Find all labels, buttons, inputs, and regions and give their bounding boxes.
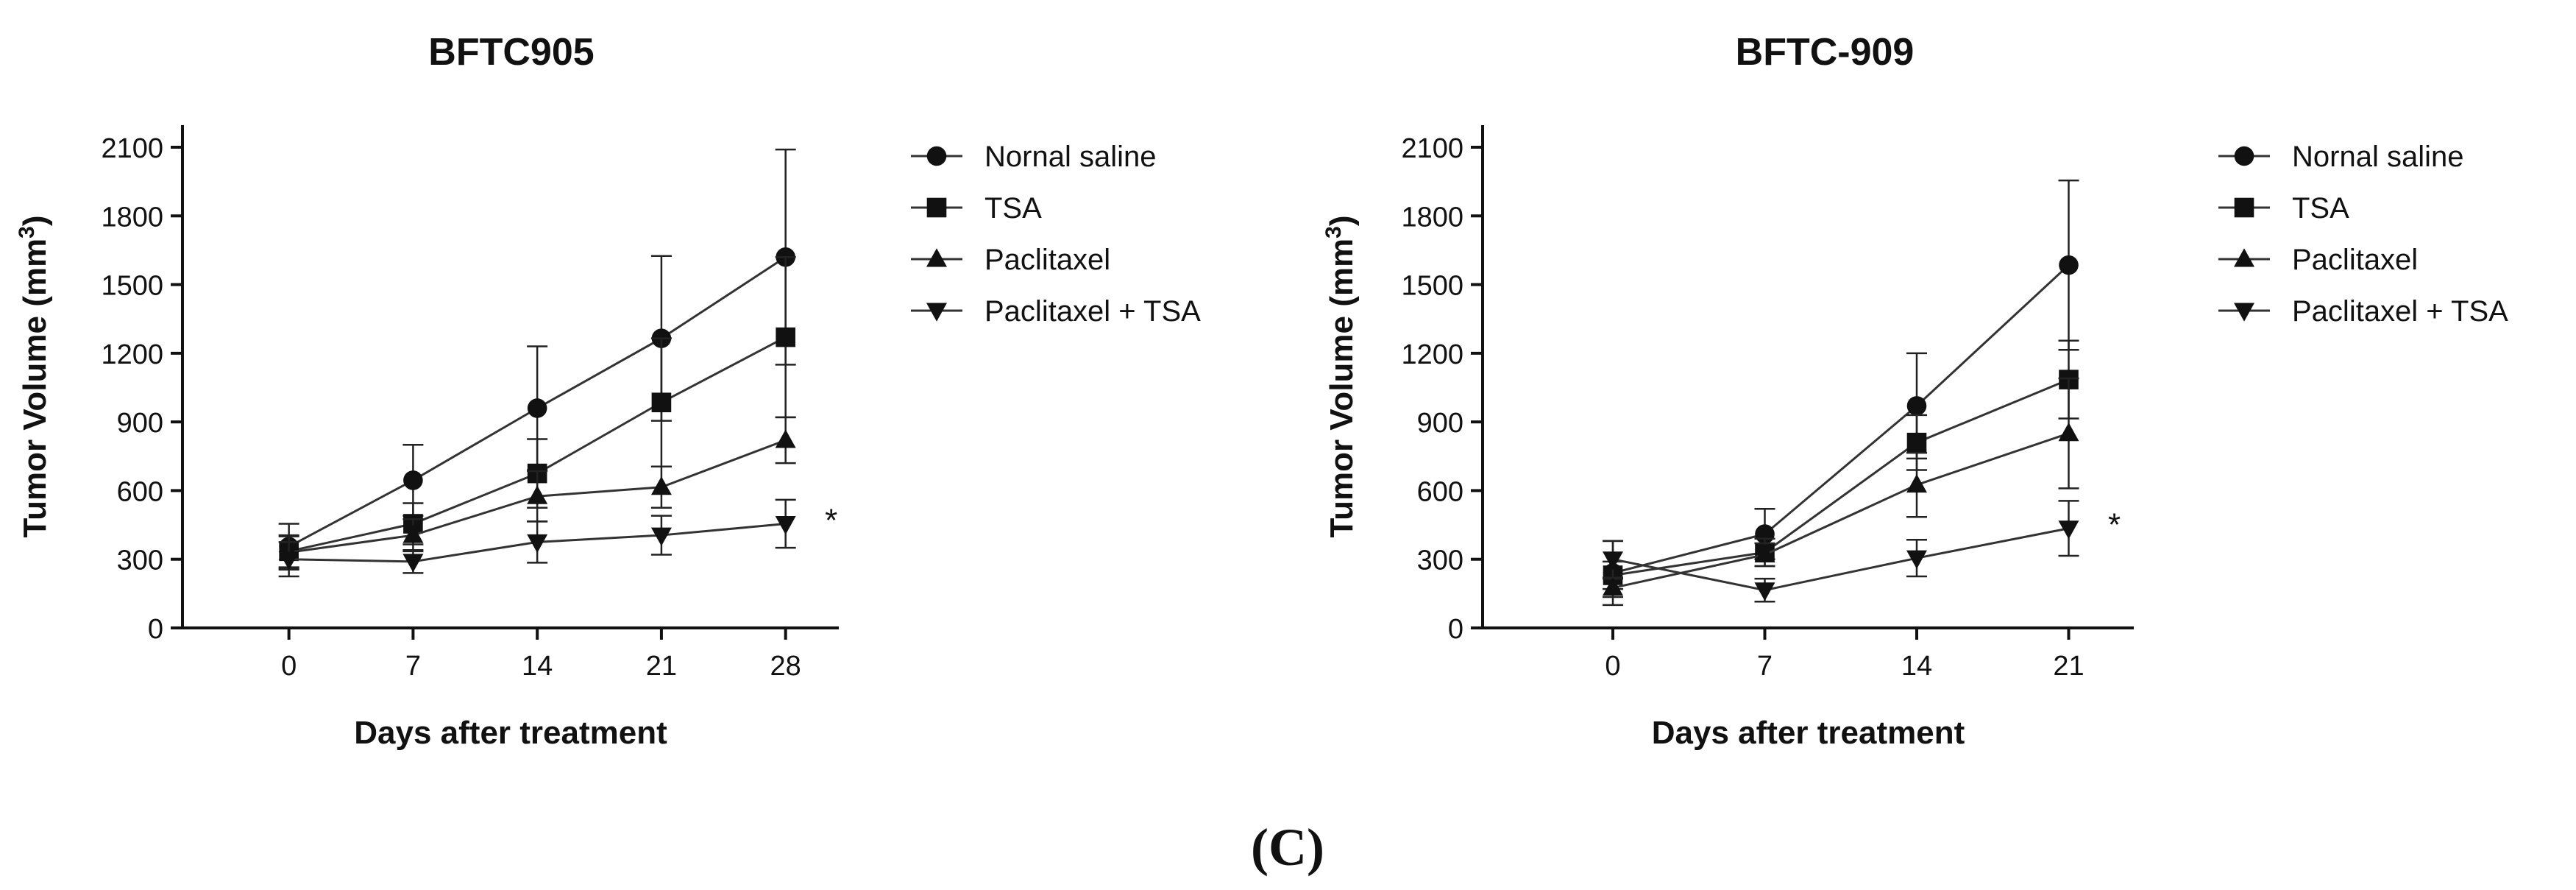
chart-bftc909: BFTC-909 0 300 600 900 1200 1500 1800 2100 0 7 14 21… [1321,31,2508,751]
data-point [1754,543,1775,562]
data-point [403,470,423,490]
y-tick-label: 2100 [1401,133,1463,164]
chart-bftc905: BFTC905 0 300 600 900 1200 1500 1800 2100 0 7 14 21 2… [15,31,1201,751]
y-axis-label-superscript: 3 [15,226,39,239]
y-axis-label: Tumor Volume (mm3) [1321,216,1360,538]
data-point [650,476,672,495]
legend-marker [926,146,947,166]
y-axis-label-close: ) [1324,216,1360,227]
legend-marker [926,303,947,322]
y-tick-label: 1200 [1401,339,1463,370]
x-axis-label: Days after treatment [1652,715,1965,751]
data-point [1754,582,1775,601]
data-point [2059,255,2079,275]
y-axis-label-text: Tumor Volume (mm [17,239,53,538]
legend-marker [2234,303,2254,322]
series-line [1612,264,2070,574]
data-point [1603,551,1623,571]
y-tick-label: 300 [117,545,163,576]
y-tick-label: 900 [1417,408,1463,439]
x-tick-label: 21 [2053,651,2084,682]
chart-title: BFTC-909 [1736,31,1915,74]
data-point [775,429,796,448]
y-tick-label: 1500 [101,271,163,302]
legend-label: Paclitaxel [984,244,1110,276]
x-tick-label: 7 [405,651,421,682]
y-tick-label: 1200 [101,339,163,370]
legend-marker [2234,146,2254,166]
data-point [1906,396,1927,416]
y-tick-label: 600 [1417,476,1463,507]
data-point [650,527,672,546]
x-axis-label: Days after treatment [354,715,667,751]
y-tick-label: 1800 [1401,202,1463,233]
x-tick-label: 28 [770,651,801,682]
data-point [776,327,795,347]
data-point [527,398,547,418]
series-paclitaxel-tsa [1603,500,2079,603]
data-point [278,551,299,571]
significance-marker: * [825,503,837,539]
y-axis-label-text: Tumor Volume (mm [1324,239,1360,538]
series-line [1612,527,2069,592]
legend-marker [2234,248,2254,267]
x-tick-label: 0 [1605,651,1620,682]
data-point [651,392,672,413]
series-paclitaxel [1603,377,2079,598]
y-axis-label-superscript: 3 [1321,226,1346,239]
data-point [402,524,424,543]
legend-label: Paclitaxel [2292,244,2418,276]
y-tick-label: 300 [1417,545,1463,576]
legend-marker [926,197,947,218]
chart-title: BFTC905 [428,31,594,74]
series-line [1612,432,2069,590]
legend-marker [2234,197,2254,218]
series-paclitaxel-tsa [278,498,796,578]
legend-label: TSA [2292,192,2349,225]
legend-label: Nornal saline [2292,141,2463,173]
data-point [1603,576,1623,596]
legend-label: TSA [984,192,1042,225]
y-axis-label: Tumor Volume (mm3) [15,216,53,538]
y-tick-label: 2100 [101,133,163,164]
legend-label: Paclitaxel + TSA [984,295,1201,328]
x-tick-label: 14 [1901,651,1932,682]
data-point [775,516,796,535]
legend-label: Paclitaxel + TSA [2292,295,2508,328]
data-point [402,554,424,573]
y-axis-label-close: ) [17,216,53,227]
y-tick-label: 1800 [101,202,163,233]
y-tick-label: 0 [1448,614,1463,645]
y-tick-label: 600 [117,476,163,507]
x-tick-label: 0 [281,651,297,682]
y-tick-label: 1500 [1401,271,1463,302]
x-tick-label: 14 [522,651,553,682]
data-point [1906,473,1927,493]
x-tick-label: 21 [646,651,677,682]
data-point [2058,520,2079,540]
data-point [527,534,548,554]
y-tick-label: 0 [148,614,163,645]
panel-label: (C) [1251,818,1324,877]
x-tick-label: 7 [1757,651,1773,682]
data-point [1906,432,1927,453]
series-tsa [1603,339,2079,590]
legend-marker [926,248,947,267]
legend-label: Nornal saline [984,141,1156,173]
y-tick-label: 900 [117,408,163,439]
series-line [1612,378,2070,576]
data-point [1906,550,1927,569]
significance-marker: * [2108,507,2121,543]
data-point [2058,422,2079,442]
data-point [527,485,548,504]
